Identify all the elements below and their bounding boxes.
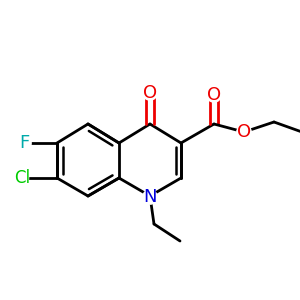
Text: F: F <box>19 134 29 152</box>
Text: O: O <box>237 123 251 141</box>
Circle shape <box>15 171 28 184</box>
Text: O: O <box>207 86 221 104</box>
Circle shape <box>17 136 31 150</box>
Circle shape <box>207 88 221 102</box>
Circle shape <box>143 86 157 100</box>
Circle shape <box>143 190 157 204</box>
Circle shape <box>237 125 251 139</box>
Text: N: N <box>143 188 157 206</box>
Text: Cl: Cl <box>14 169 30 187</box>
Text: O: O <box>143 84 157 102</box>
